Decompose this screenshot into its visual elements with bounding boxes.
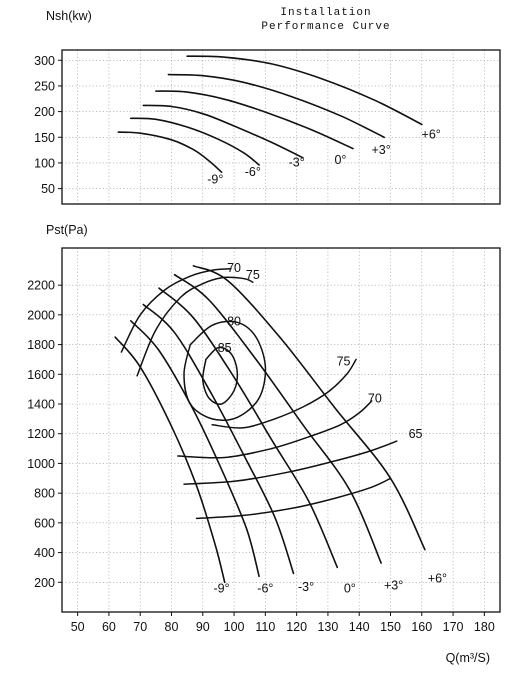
- curve-label: 70: [227, 261, 241, 275]
- series-curve: [167, 73, 385, 139]
- series-curve: [142, 104, 304, 159]
- title-line-1: Installation: [280, 7, 371, 19]
- curve-label: -6°: [257, 582, 273, 596]
- y-tick-label: 250: [34, 79, 55, 93]
- y-tick-label: 100: [34, 156, 55, 170]
- x-tick-label: 160: [411, 620, 432, 634]
- x-tick-label: 100: [224, 620, 245, 634]
- efficiency-contour-65: [195, 477, 392, 520]
- efficiency-contour-75: [211, 358, 357, 429]
- x-tick-label: 90: [196, 620, 210, 634]
- curve-label: 75: [246, 268, 260, 282]
- curve-label: 65: [409, 427, 423, 441]
- x-tick-label: 180: [474, 620, 495, 634]
- series-curve: [173, 273, 382, 564]
- series-curve: [117, 131, 223, 173]
- y-axis-label: Pst(Pa): [46, 223, 88, 237]
- efficiency-contour-70: [120, 268, 232, 353]
- series-curve: [142, 303, 295, 575]
- y-tick-label: 800: [34, 487, 55, 501]
- efficiency-contour-70: [177, 400, 373, 459]
- x-tick-label: 70: [133, 620, 147, 634]
- y-tick-label: 2200: [27, 279, 55, 293]
- curve-label: -3°: [298, 580, 314, 594]
- series-curve: [158, 287, 339, 569]
- x-tick-label: 140: [349, 620, 370, 634]
- curve-label: +3°: [371, 143, 390, 157]
- series-curve: [130, 117, 260, 166]
- x-tick-label: 110: [255, 620, 275, 634]
- efficiency-contour-85: [202, 346, 239, 405]
- y-tick-label: 1600: [27, 368, 55, 382]
- curve-label: +6°: [428, 571, 447, 585]
- curve-label: 0°: [344, 582, 356, 596]
- curve-label: -9°: [207, 172, 223, 186]
- plot-frame: [61, 49, 501, 205]
- series-curve: [114, 336, 226, 584]
- y-tick-label: 50: [41, 182, 55, 196]
- x-tick-label: 120: [286, 620, 307, 634]
- curve-label: 75: [337, 354, 351, 368]
- x-tick-label: 130: [317, 620, 338, 634]
- y-tick-label: 200: [34, 576, 55, 590]
- efficiency-contour-80: [183, 320, 267, 422]
- curve-label: -6°: [245, 165, 261, 179]
- y-tick-label: 1400: [27, 398, 55, 412]
- curve-label: 80: [227, 314, 241, 328]
- curve-label: +3°: [384, 579, 403, 593]
- x-tick-label: 80: [165, 620, 179, 634]
- curve-label: +6°: [422, 127, 441, 141]
- x-tick-label: 170: [443, 620, 464, 634]
- title-line-2: Performance Curve: [261, 21, 390, 33]
- x-tick-label: 150: [380, 620, 401, 634]
- y-tick-label: 2000: [27, 308, 55, 322]
- efficiency-contour-65: [183, 440, 398, 485]
- power-chart: 50 100 150 200 250 300 Nsh(kw) -9° -6° -3° 0° +3° +6…: [34, 9, 501, 205]
- y-axis-label: Nsh(kw): [46, 9, 92, 23]
- series-curve: [155, 90, 354, 150]
- y-tick-label: 300: [34, 54, 55, 68]
- x-tick-label: 50: [71, 620, 85, 634]
- x-tick-label: 60: [102, 620, 116, 634]
- y-tick-label: 400: [34, 546, 55, 560]
- y-tick-label: 600: [34, 516, 55, 530]
- plot-frame: [61, 247, 501, 613]
- series-curve: [186, 55, 423, 126]
- curve-label: -3°: [289, 156, 305, 170]
- efficiency-contour-75: [136, 276, 254, 377]
- y-tick-label: 1200: [27, 427, 55, 441]
- curve-label: 0°: [334, 153, 346, 167]
- y-tick-label: 1000: [27, 457, 55, 471]
- series-curve: [130, 320, 260, 578]
- curve-label: 85: [218, 341, 232, 355]
- y-tick-label: 200: [34, 105, 55, 119]
- y-tick-label: 150: [34, 131, 55, 145]
- curve-label: 70: [368, 392, 382, 406]
- series-curve: [192, 265, 426, 551]
- curve-label: -9°: [213, 582, 229, 596]
- x-axis-label: Q(m³/S): [446, 651, 490, 665]
- y-tick-label: 1800: [27, 338, 55, 352]
- pressure-chart: 200 400 600 800 1000 1200 1400 1600 1800 2000 2200…: [27, 223, 501, 665]
